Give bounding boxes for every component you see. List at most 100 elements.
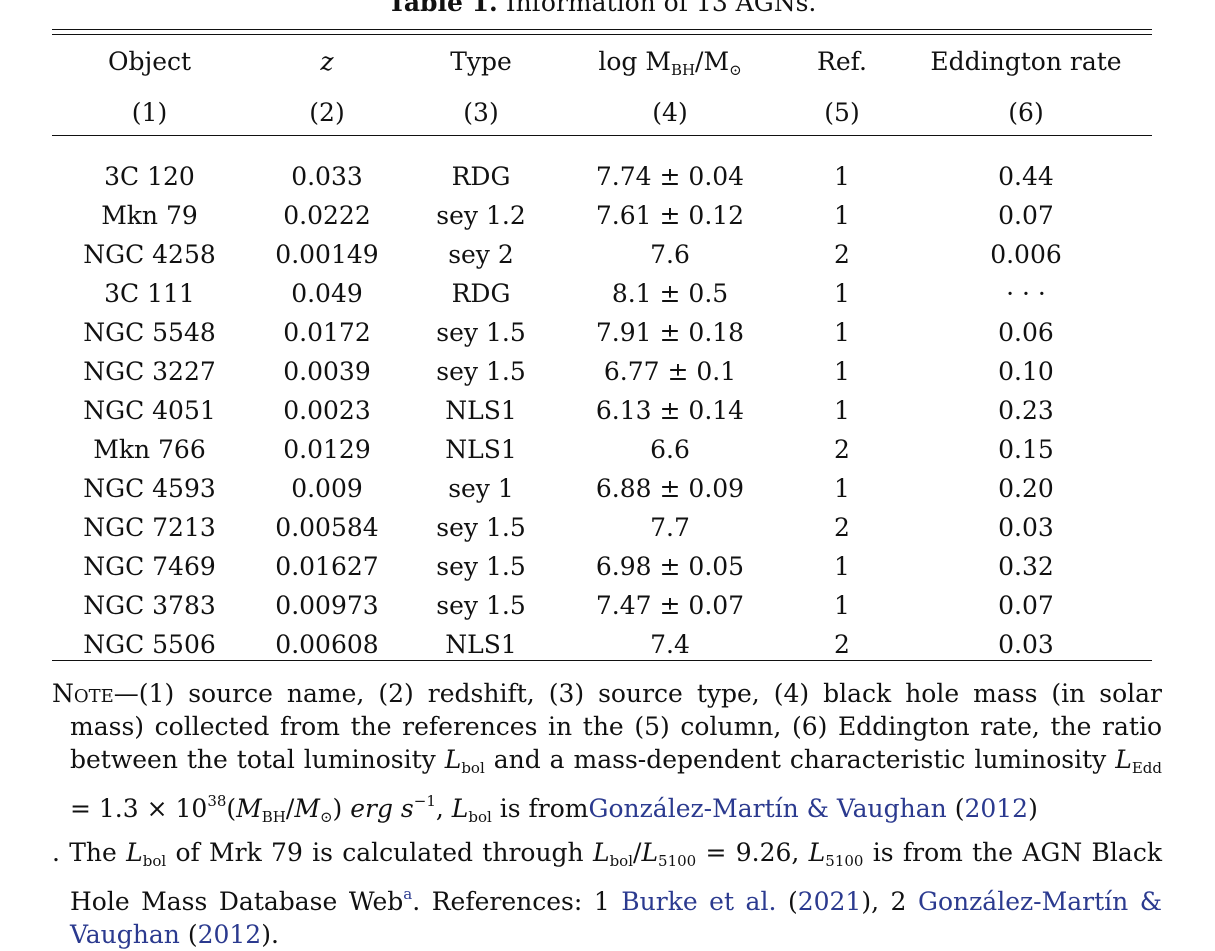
cell-object: NGC 5548 — [83, 318, 216, 347]
table-caption: Table 1. Information of 13 AGNs. — [52, 0, 1152, 18]
cell-eddington: · · · — [1006, 279, 1046, 308]
header-type: Type — [450, 47, 512, 76]
cell-type: sey 1.5 — [436, 357, 526, 386]
citation-year-link[interactable]: 2021 — [797, 887, 862, 916]
table-notes: Note—(1) source name, (2) redshift, (3) … — [52, 677, 1162, 951]
bottom-rule — [52, 660, 1152, 662]
cell-bh-mass: 6.77 ± 0.1 — [603, 357, 737, 386]
msun-symbol: M — [294, 794, 320, 823]
note-text: ( — [226, 794, 237, 823]
cell-bh-mass: 7.74 ± 0.04 — [595, 162, 745, 191]
footnote-marker[interactable]: a — [403, 885, 413, 903]
cell-object: NGC 4593 — [83, 474, 216, 503]
mbh-symbol: M — [236, 794, 262, 823]
cell-object: NGC 3783 — [83, 591, 216, 620]
cell-redshift: 0.00973 — [275, 591, 379, 620]
note-text: ), 2 — [861, 887, 919, 916]
citation-year-link[interactable]: 2012 — [964, 794, 1029, 823]
lbol-symbol: L — [592, 838, 610, 867]
cell-object: NGC 7469 — [83, 552, 216, 581]
cell-eddington: 0.07 — [998, 201, 1054, 230]
cell-bh-mass: 7.4 — [650, 630, 690, 659]
note-text: of Mrk 79 is calculated through — [166, 838, 593, 867]
column-index: (5) — [824, 98, 860, 127]
cell-ref: 1 — [834, 162, 850, 191]
cell-eddington: 0.23 — [998, 396, 1054, 425]
cell-redshift: 0.033 — [291, 162, 363, 191]
table-row: NGC 3783 0.00973 sey 1.5 7.47 ± 0.07 1 0.07 — [52, 586, 1152, 625]
column-index: (3) — [463, 98, 499, 127]
l5100-sub: 5100 — [825, 852, 864, 870]
cell-type: RDG — [451, 162, 511, 191]
cell-bh-mass: 6.98 ± 0.05 — [595, 552, 745, 581]
table-row: NGC 5506 0.00608 NLS1 7.4 2 0.03 — [52, 625, 1152, 664]
table-body: 3C 120 0.033 RDG 7.74 ± 0.04 1 0.44 Mkn 79 0.02… — [52, 157, 1152, 664]
header-mass-prefix: log M — [598, 47, 671, 76]
table-row: Mkn 766 0.0129 NLS1 6.6 2 0.15 — [52, 430, 1152, 469]
cell-eddington: 0.07 — [998, 591, 1054, 620]
header-ref: Ref. — [817, 47, 867, 76]
table-caption-text: Information of 13 AGNs. — [505, 0, 817, 17]
note-paragraph-1: Note—(1) source name, (2) redshift, (3) … — [52, 677, 1162, 834]
table-row: NGC 7213 0.00584 sey 1.5 7.7 2 0.03 — [52, 508, 1152, 547]
cell-object: NGC 4051 — [83, 396, 216, 425]
ledd-sub: Edd — [1131, 759, 1162, 777]
note-text: ( — [946, 794, 965, 823]
table-row: NGC 7469 0.01627 sey 1.5 6.98 ± 0.05 1 0.32 — [52, 547, 1152, 586]
cell-ref: 1 — [834, 552, 850, 581]
column-index: (2) — [309, 98, 345, 127]
cell-ref: 1 — [834, 396, 850, 425]
cell-type: NLS1 — [445, 396, 517, 425]
cell-object: Mkn 766 — [93, 435, 206, 464]
citation-link[interactable]: González-Martín & Vaughan — [588, 794, 947, 823]
note-text: —(1) source name, (2) redshift, (3) sour… — [70, 679, 1162, 774]
table-row: 3C 120 0.033 RDG 7.74 ± 0.04 1 0.44 — [52, 157, 1152, 196]
lbol-symbol: L — [451, 794, 469, 823]
citation-link[interactable]: Burke et al. — [621, 887, 777, 916]
header-row: Object z Type log MBH/M⊙ Ref. Eddington … — [52, 40, 1152, 84]
cell-redshift: 0.00149 — [275, 240, 379, 269]
table-row: NGC 4593 0.009 sey 1 6.88 ± 0.09 1 0.20 — [52, 469, 1152, 508]
note-text: The — [59, 838, 127, 867]
citation-year-link[interactable]: 2012 — [197, 920, 262, 949]
cell-bh-mass: 7.47 ± 0.07 — [595, 591, 745, 620]
note-text: ( — [776, 887, 798, 916]
note-label: Note — [52, 679, 114, 708]
l5100-symbol: L — [808, 838, 826, 867]
cell-redshift: 0.0039 — [283, 357, 371, 386]
table-row: Mkn 79 0.0222 sey 1.2 7.61 ± 0.12 1 0.07 — [52, 196, 1152, 235]
lbol-symbol: L — [444, 745, 462, 774]
cell-type: sey 1 — [448, 474, 514, 503]
cell-object: 3C 111 — [104, 279, 195, 308]
cell-redshift: 0.01627 — [275, 552, 379, 581]
note-text: ) — [1028, 794, 1038, 823]
cell-type: RDG — [451, 279, 511, 308]
cell-object: NGC 5506 — [83, 630, 216, 659]
table-row: NGC 4051 0.0023 NLS1 6.13 ± 0.14 1 0.23 — [52, 391, 1152, 430]
cell-redshift: 0.0023 — [283, 396, 371, 425]
cell-eddington: 0.20 — [998, 474, 1054, 503]
cell-type: sey 1.5 — [436, 552, 526, 581]
cell-redshift: 0.00584 — [275, 513, 379, 542]
column-index-row: (1) (2) (3) (4) (5) (6) — [52, 84, 1152, 139]
erg-unit: erg s — [350, 794, 414, 823]
table-row: NGC 5548 0.0172 sey 1.5 7.91 ± 0.18 1 0.06 — [52, 313, 1152, 352]
cell-bh-mass: 7.6 — [650, 240, 690, 269]
cell-redshift: 0.0172 — [283, 318, 371, 347]
header-eddington: Eddington rate — [930, 47, 1122, 76]
cell-ref: 1 — [834, 591, 850, 620]
header-mass-sub: BH — [670, 61, 696, 79]
cell-type: NLS1 — [445, 435, 517, 464]
cell-bh-mass: 7.91 ± 0.18 — [595, 318, 745, 347]
header-mass-sun: ⊙ — [729, 61, 742, 79]
cell-ref: 2 — [834, 630, 850, 659]
note-text: ) — [332, 794, 351, 823]
exponent-38: 38 — [207, 792, 227, 810]
cell-ref: 2 — [834, 435, 850, 464]
note-text: ( — [179, 920, 198, 949]
l5100-sub: 5100 — [658, 852, 697, 870]
lbol-sub: bol — [142, 852, 167, 870]
cell-object: 3C 120 — [104, 162, 195, 191]
cell-object: Mkn 79 — [101, 201, 198, 230]
note-text: and a mass-dependent characteristic lumi… — [484, 745, 1116, 774]
